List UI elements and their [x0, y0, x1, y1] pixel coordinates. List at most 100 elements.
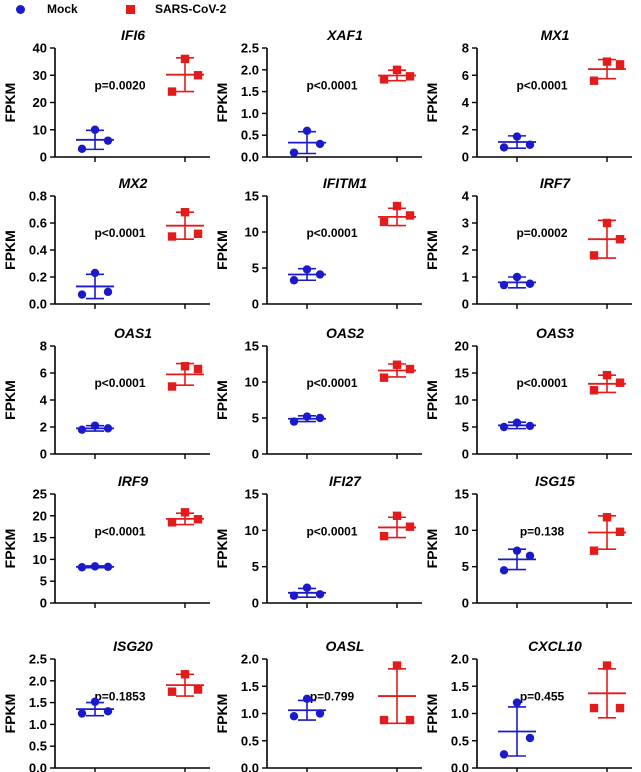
p-value-label: p<0.0001 [516, 376, 567, 390]
legend: Mock SARS-CoV-2 [0, 0, 641, 22]
y-tick-label: 0 [252, 447, 259, 462]
data-point-sars [193, 229, 203, 238]
data-point-sars [379, 715, 389, 725]
y-tick-label: 2.0 [241, 652, 259, 667]
chart-title: IFI27 [329, 473, 362, 489]
y-tick-label: 2.5 [241, 41, 259, 56]
p-value-label: p<0.0001 [516, 78, 567, 92]
panel-ifi27: 0 5 10 15 FPKM IFI27 p<0.0001 [214, 473, 422, 611]
y-tick-label: 5 [252, 261, 259, 276]
chart-title: MX1 [541, 27, 570, 43]
y-axis-label: FPKM [214, 694, 230, 734]
data-point-sars [405, 364, 415, 374]
y-tick-label: 1.0 [29, 717, 47, 732]
y-tick-label: 6 [40, 366, 47, 381]
p-value-label: p<0.0001 [306, 376, 357, 390]
y-tick-label: 15 [245, 487, 259, 502]
y-tick-label: 30 [33, 68, 47, 83]
y-tick-label: 4 [462, 189, 470, 204]
data-point-sars [602, 513, 612, 522]
panel-oas1: 0 2 4 6 8 FPKM OAS1 p<0.0001 [2, 325, 210, 462]
data-point-sars [193, 685, 203, 694]
y-tick-label: 10 [455, 523, 469, 538]
p-value-label: p<0.0001 [94, 376, 145, 390]
data-point-mock [302, 694, 312, 703]
y-axis-label: FPKM [424, 230, 440, 270]
p-value-label: p<0.0001 [94, 524, 145, 538]
data-point-sars [193, 71, 203, 80]
panel-oas3: 0 5 10 15 20 FPKM OAS3 p<0.0001 [424, 325, 632, 462]
y-tick-label: 0.0 [29, 297, 47, 312]
y-axis-label: FPKM [214, 529, 230, 569]
p-value-label: p=0.1853 [94, 689, 145, 703]
data-point-mock [289, 712, 299, 721]
data-point-mock [103, 562, 113, 572]
data-point-mock [302, 265, 312, 274]
y-tick-label: 0.4 [29, 243, 48, 258]
data-point-mock [512, 418, 522, 427]
data-point-mock [512, 272, 522, 282]
data-point-mock [525, 421, 535, 431]
y-tick-label: 20 [455, 339, 469, 354]
data-point-mock [289, 148, 299, 157]
y-tick-label: 0.8 [29, 189, 47, 204]
y-tick-label: 0 [40, 150, 47, 165]
p-value-label: p<0.0001 [306, 78, 357, 92]
data-point-mock [302, 583, 312, 592]
data-point-sars [180, 54, 190, 64]
y-tick-label: 0 [252, 297, 259, 312]
panel-ifi6: 0 10 20 30 40 FPKM IFI6 p=0.0020 [2, 27, 210, 165]
p-value-label: p<0.0001 [94, 226, 145, 240]
y-tick-label: 15 [245, 339, 259, 354]
y-tick-label: 0 [462, 447, 469, 462]
panel-cxcl10: 0.0 0.5 1.0 1.5 2.0 FPKM CXCL10 p=0.455 [424, 638, 632, 772]
y-tick-label: 0 [462, 596, 469, 611]
y-tick-label: 6 [462, 68, 469, 83]
chart-title: ISG20 [113, 638, 153, 654]
chart-title: OAS2 [326, 325, 364, 341]
data-point-mock [525, 279, 535, 288]
sars-legend-marker [126, 5, 135, 14]
data-point-mock [289, 591, 299, 600]
data-point-sars [379, 373, 389, 382]
y-tick-label: 20 [33, 508, 47, 523]
data-point-mock [77, 290, 87, 299]
y-tick-label: 2 [462, 243, 469, 258]
panel-oasl: 0.0 0.5 1.0 1.5 2.0 FPKM OASL p=0.799 [214, 638, 422, 772]
data-point-sars [379, 531, 389, 541]
sars-legend-label: SARS-CoV-2 [155, 2, 227, 16]
y-tick-label: 0.6 [29, 216, 47, 231]
data-point-mock [499, 750, 509, 759]
p-value-label: p=0.0020 [94, 78, 145, 92]
data-point-mock [499, 566, 509, 575]
data-point-mock [512, 132, 522, 141]
data-point-mock [525, 733, 535, 743]
mock-legend-label: Mock [47, 2, 78, 16]
panel-isg15: 0 5 10 15 FPKM ISG15 p=0.138 [424, 473, 632, 611]
y-tick-label: 40 [33, 41, 47, 56]
p-value-label: p=0.138 [520, 524, 565, 538]
y-tick-label: 10 [245, 523, 259, 538]
data-point-sars [615, 527, 625, 536]
y-tick-label: 0.0 [29, 761, 47, 772]
chart-title: IRF7 [540, 175, 572, 191]
y-tick-label: 10 [245, 375, 259, 390]
y-tick-label: 15 [245, 189, 259, 204]
y-tick-label: 1.5 [241, 679, 259, 694]
y-tick-label: 3 [462, 216, 469, 231]
p-value-label: p<0.0001 [306, 226, 357, 240]
data-point-sars [405, 715, 415, 725]
y-tick-label: 5 [252, 559, 259, 574]
data-point-sars [589, 386, 599, 395]
chart-title: CXCL10 [528, 638, 582, 654]
y-tick-label: 2.5 [29, 652, 47, 667]
data-point-sars [180, 508, 190, 517]
y-tick-label: 1.0 [241, 706, 259, 721]
data-point-sars [589, 76, 599, 85]
data-point-mock [90, 697, 100, 706]
y-tick-label: 0.5 [241, 733, 259, 748]
panel-oas2: 0 5 10 15 FPKM OAS2 p<0.0001 [214, 325, 422, 462]
y-axis-label: FPKM [214, 380, 230, 420]
data-point-mock [315, 270, 325, 279]
y-tick-label: 10 [455, 393, 469, 408]
